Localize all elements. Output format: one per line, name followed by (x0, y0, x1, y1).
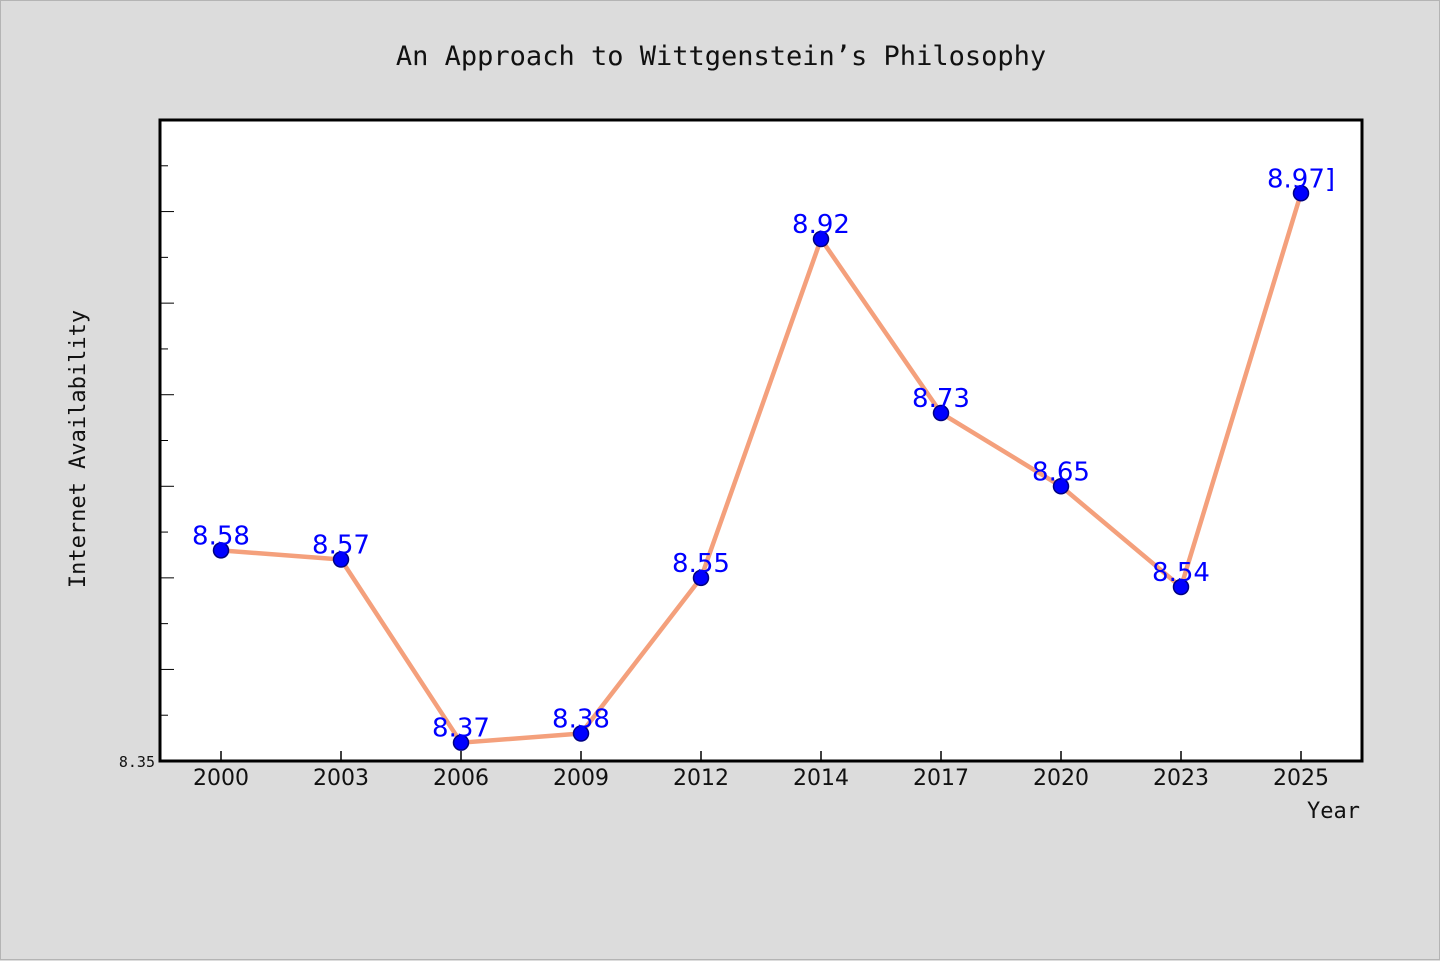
x-tick-label: 2017 (913, 766, 969, 791)
chart-title: An Approach to Wittgenstein’s Philosophy (396, 41, 1046, 72)
data-point (932, 404, 950, 422)
x-tick-label: 2020 (1033, 766, 1089, 791)
data-label: 8.38 (552, 705, 610, 735)
data-point (332, 551, 350, 568)
x-tick-label: 2025 (1273, 766, 1329, 791)
x-ticks: 2000 2003 2006 2009 2012 2014 2017 2020 2023 2025 (193, 751, 1329, 791)
x-tick-label: 2006 (433, 766, 489, 791)
data-point (692, 569, 710, 587)
data-point (452, 734, 470, 751)
data-point (572, 725, 590, 742)
data-labels: 8.58 8.57 8.37 8.38 8.55 8.92 8.73 8.65 8.54 8.97… (192, 164, 1335, 743)
x-tick-label: 2009 (553, 766, 609, 791)
data-point (812, 230, 830, 248)
data-label: 8.92 (792, 210, 850, 240)
data-label: 8.73 (912, 384, 970, 414)
data-label: 8.54 (1152, 558, 1210, 588)
x-tick-label: 2000 (193, 766, 249, 791)
series-group (212, 185, 1310, 751)
x-tick-label: 2003 (313, 766, 369, 791)
data-label: 8.65 (1032, 457, 1090, 487)
series-line (220, 192, 1304, 745)
data-label: 8.97] (1267, 164, 1335, 194)
data-point (1292, 185, 1310, 202)
x-tick-label: 2012 (673, 766, 729, 791)
data-label: 8.55 (672, 549, 730, 579)
y-minor-ticks (160, 119, 174, 716)
data-label: 8.57 (312, 531, 370, 561)
data-point (1172, 578, 1190, 596)
data-label: 8.58 (192, 521, 250, 551)
x-axis-label: Year (1307, 799, 1360, 824)
plot-area (158, 118, 1364, 763)
data-point (212, 542, 230, 559)
x-tick-label: 2023 (1153, 766, 1209, 791)
y-axis-label: Internet Availability (66, 310, 91, 588)
data-label: 8.37 (432, 714, 490, 744)
data-point (1052, 478, 1070, 495)
x-tick-label: 2014 (793, 766, 849, 791)
y-tick-label: 8.35 (119, 753, 155, 771)
